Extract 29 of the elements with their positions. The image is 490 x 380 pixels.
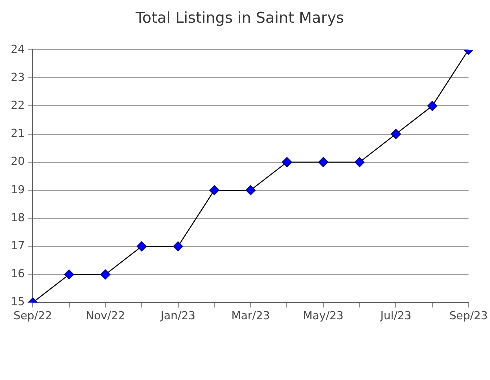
y-tick-label: 20 [10,155,25,168]
chart-title: Total Listings in Saint Marys [134,8,344,27]
y-tick-label: 16 [10,268,25,281]
point [391,129,402,140]
point [318,157,329,168]
point [354,157,365,168]
x-tick-label: Jan/23 [160,309,196,322]
point [100,270,111,280]
point [136,242,147,252]
point [173,242,184,252]
point [427,101,438,112]
x-tick-label: Nov/22 [86,309,126,322]
y-tick-label: 17 [10,239,25,252]
x-tick-label: Mar/23 [232,309,270,322]
x-tick-label: Sep/23 [450,309,488,322]
point [282,157,292,168]
y-tick-label: 21 [10,127,25,140]
y-tick-label: 19 [10,183,25,196]
point [210,185,220,196]
y-tick-label: 18 [10,211,25,224]
y-tick-label: 23 [10,70,25,84]
x-tick-label: Sep/22 [14,309,52,322]
point [246,185,256,196]
x-tick-label: Jul/23 [380,309,412,322]
y-tick-label: 15 [10,296,25,309]
y-tick-label: 22 [10,99,25,112]
point [64,270,74,280]
y-tick-label: 24 [10,42,25,56]
x-tick-label: May/23 [303,309,344,322]
